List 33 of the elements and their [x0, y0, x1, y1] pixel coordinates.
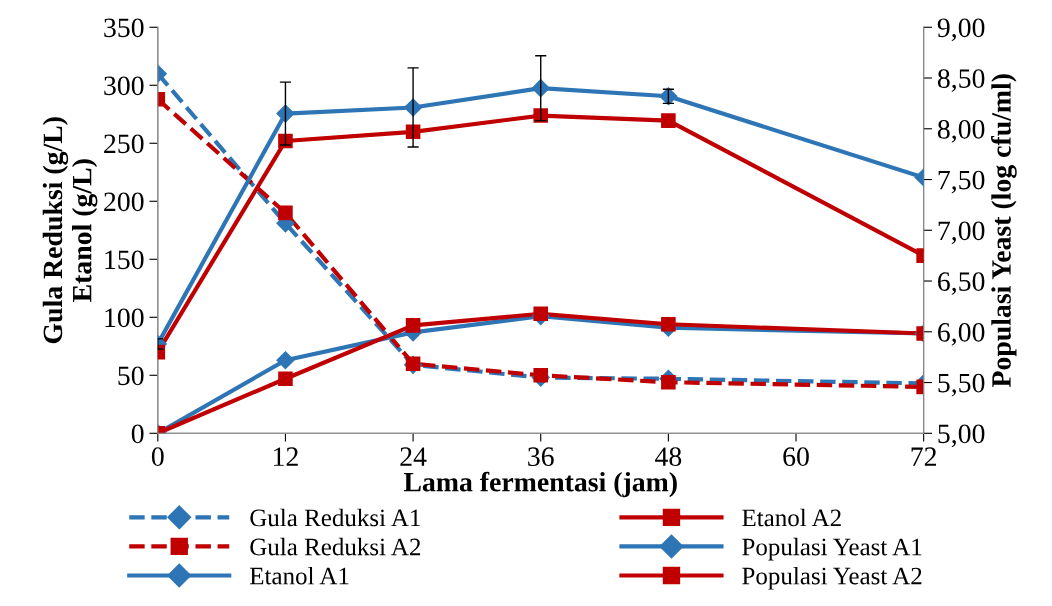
legend-label: Populasi Yeast A1	[742, 537, 922, 561]
y2-tick-label: 7,00	[938, 221, 985, 245]
x-axis-title: Lama fermentasi (jam)	[403, 471, 677, 498]
y-tick-label: 50	[118, 366, 144, 386]
y2-tick-label: 6,50	[938, 272, 985, 295]
y-tick-label: 350	[104, 18, 144, 38]
y2-tick-label: 7,50	[938, 170, 985, 194]
legend-label: Gula Reduksi A2	[250, 537, 421, 556]
x-tick-label: 36	[528, 447, 554, 467]
x-tick-label: 72	[911, 447, 937, 466]
x-tick-label: 0	[151, 447, 164, 467]
legend-label: Etanol A1	[249, 566, 349, 585]
y-tick-label: 250	[104, 134, 144, 154]
y2-tick-label: 9,00	[937, 18, 985, 42]
y-tick-label: 300	[104, 76, 144, 96]
y-tick-label: 200	[104, 192, 144, 212]
y2-tick-label: 6,00	[938, 322, 985, 346]
x-tick-label: 60	[783, 447, 809, 467]
y-tick-label: 0	[131, 424, 144, 444]
x-tick-label: 12	[274, 447, 298, 466]
y2-tick-label: 8,50	[937, 69, 985, 92]
legend-label: Gula Reduksi A1	[250, 508, 420, 527]
legend-label: Populasi Yeast A2	[742, 566, 922, 590]
y2-tick-label: 5,50	[938, 373, 985, 397]
legend-label: Etanol A2	[742, 508, 841, 527]
x-tick-label: 48	[655, 447, 682, 467]
x-tick-label: 24	[400, 447, 427, 466]
y2-axis-title: Populasi Yeast (log cfu/ml)	[991, 74, 1017, 388]
y-axis-title: Gula Reduksi (g/L) Etanol (g/L)	[42, 117, 98, 344]
y2-tick-label: 5,00	[938, 424, 985, 448]
y-tick-label: 150	[105, 250, 144, 270]
y-tick-label: 100	[105, 308, 144, 328]
y2-tick-label: 8,00	[937, 119, 985, 143]
